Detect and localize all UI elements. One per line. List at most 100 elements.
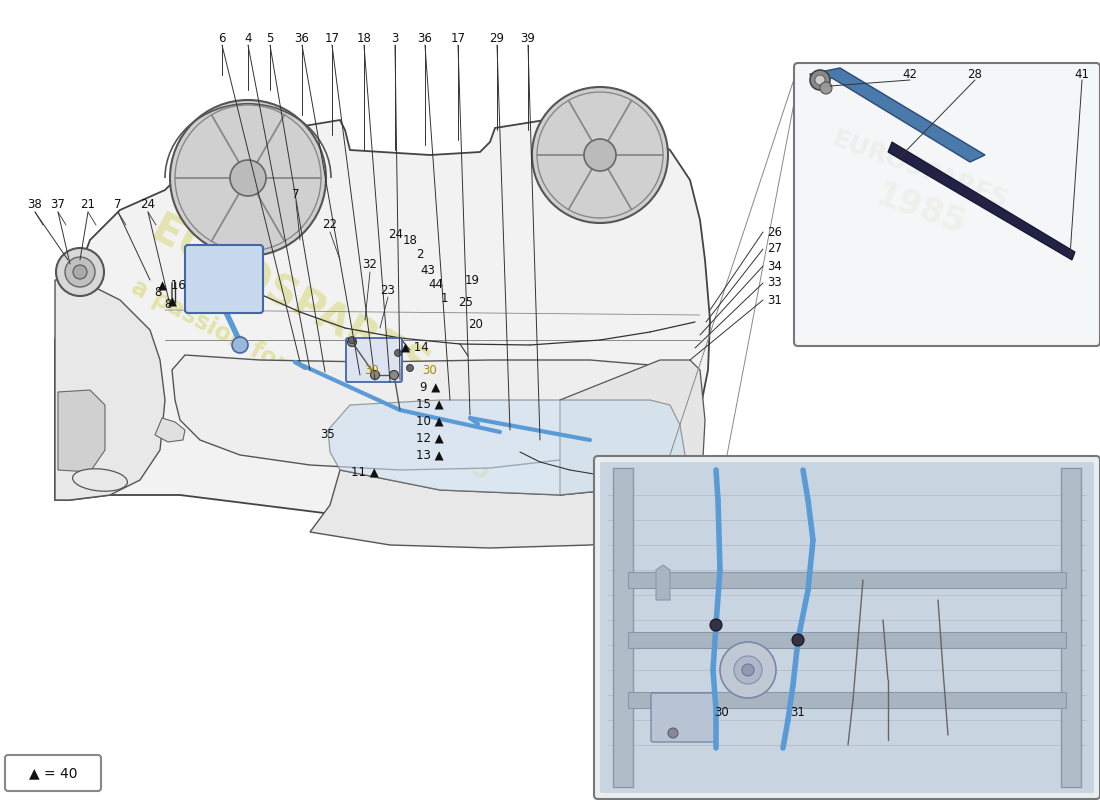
Polygon shape: [310, 470, 700, 548]
Circle shape: [349, 337, 355, 343]
Text: 25: 25: [459, 295, 473, 309]
Text: ▲ = 40: ▲ = 40: [29, 766, 77, 780]
Circle shape: [170, 100, 326, 256]
Text: 19: 19: [464, 274, 480, 286]
Text: ▲: ▲: [167, 295, 176, 309]
Text: 12 ▲: 12 ▲: [416, 431, 444, 445]
Text: 18: 18: [356, 31, 372, 45]
Circle shape: [720, 642, 775, 698]
FancyBboxPatch shape: [594, 456, 1100, 799]
Polygon shape: [628, 632, 1066, 648]
Text: 8: 8: [164, 298, 172, 311]
Text: 5: 5: [266, 31, 274, 45]
Text: 27: 27: [767, 242, 782, 255]
Text: 32: 32: [363, 258, 377, 271]
Text: 17: 17: [451, 31, 465, 45]
Text: 36: 36: [295, 31, 309, 45]
Circle shape: [710, 619, 722, 631]
Text: 44: 44: [429, 278, 443, 290]
Circle shape: [532, 87, 668, 223]
Circle shape: [584, 139, 616, 171]
Text: 8: 8: [154, 286, 162, 298]
Text: 28: 28: [968, 69, 982, 82]
Polygon shape: [656, 565, 670, 600]
Polygon shape: [613, 468, 632, 787]
Polygon shape: [560, 360, 705, 515]
Circle shape: [389, 370, 398, 379]
Circle shape: [56, 248, 104, 296]
Text: 20: 20: [469, 318, 483, 331]
Text: 10 ▲: 10 ▲: [416, 414, 443, 427]
Text: a passion for parts since 1985: a passion for parts since 1985: [126, 275, 494, 485]
Polygon shape: [888, 142, 1075, 260]
Text: 1: 1: [440, 291, 448, 305]
Text: 18: 18: [403, 234, 417, 246]
Text: 1985: 1985: [871, 178, 969, 242]
Text: 21: 21: [80, 198, 96, 211]
Text: 15 ▲: 15 ▲: [416, 398, 443, 410]
Polygon shape: [328, 400, 685, 495]
Text: 31: 31: [767, 294, 782, 306]
Text: 43: 43: [420, 263, 436, 277]
Circle shape: [792, 634, 804, 646]
Circle shape: [65, 257, 95, 287]
FancyBboxPatch shape: [651, 693, 715, 742]
Polygon shape: [1062, 468, 1081, 787]
Text: 24: 24: [388, 229, 404, 242]
Text: 36: 36: [418, 31, 432, 45]
Text: 38: 38: [28, 198, 43, 211]
Circle shape: [232, 337, 248, 353]
Circle shape: [348, 338, 356, 346]
Circle shape: [230, 160, 266, 196]
Circle shape: [820, 82, 832, 94]
Circle shape: [742, 664, 754, 676]
Text: 3: 3: [392, 31, 398, 45]
FancyBboxPatch shape: [346, 338, 402, 382]
Polygon shape: [55, 280, 165, 500]
Text: 31: 31: [791, 706, 805, 718]
Text: 37: 37: [51, 198, 65, 211]
Text: 6: 6: [218, 31, 226, 45]
FancyBboxPatch shape: [794, 63, 1100, 346]
Polygon shape: [58, 390, 104, 472]
Circle shape: [371, 370, 380, 379]
Text: 42: 42: [902, 69, 917, 82]
Text: 30: 30: [715, 706, 729, 718]
Circle shape: [395, 350, 402, 357]
Circle shape: [810, 70, 830, 90]
Text: 9 ▲: 9 ▲: [420, 381, 440, 394]
Circle shape: [815, 75, 825, 85]
Ellipse shape: [73, 469, 128, 491]
Text: 24: 24: [141, 198, 155, 211]
FancyBboxPatch shape: [600, 462, 1094, 793]
Text: 41: 41: [1075, 69, 1089, 82]
Text: 39: 39: [520, 31, 536, 45]
Text: 23: 23: [381, 283, 395, 297]
Polygon shape: [55, 120, 710, 522]
Text: 7: 7: [293, 189, 299, 202]
Text: 13 ▲: 13 ▲: [416, 449, 443, 462]
FancyBboxPatch shape: [6, 755, 101, 791]
Circle shape: [734, 656, 762, 684]
Text: ▲ 14: ▲ 14: [402, 341, 429, 354]
Text: EUROSPARES: EUROSPARES: [828, 127, 1011, 213]
Circle shape: [668, 728, 678, 738]
Circle shape: [73, 265, 87, 279]
Polygon shape: [172, 355, 668, 470]
Text: 26: 26: [767, 226, 782, 238]
Text: 17: 17: [324, 31, 340, 45]
Polygon shape: [810, 68, 984, 162]
Text: 4: 4: [244, 31, 252, 45]
Text: 2: 2: [416, 249, 424, 262]
Text: EUROSPARES: EUROSPARES: [143, 209, 437, 391]
Text: 30: 30: [422, 363, 438, 377]
Circle shape: [407, 365, 414, 371]
Text: 29: 29: [490, 31, 505, 45]
Text: 7: 7: [114, 198, 122, 211]
Text: 35: 35: [320, 429, 336, 442]
Circle shape: [659, 464, 671, 476]
Text: 30: 30: [364, 363, 380, 377]
Text: 34: 34: [767, 259, 782, 273]
Polygon shape: [155, 418, 185, 442]
Text: 33: 33: [767, 277, 782, 290]
